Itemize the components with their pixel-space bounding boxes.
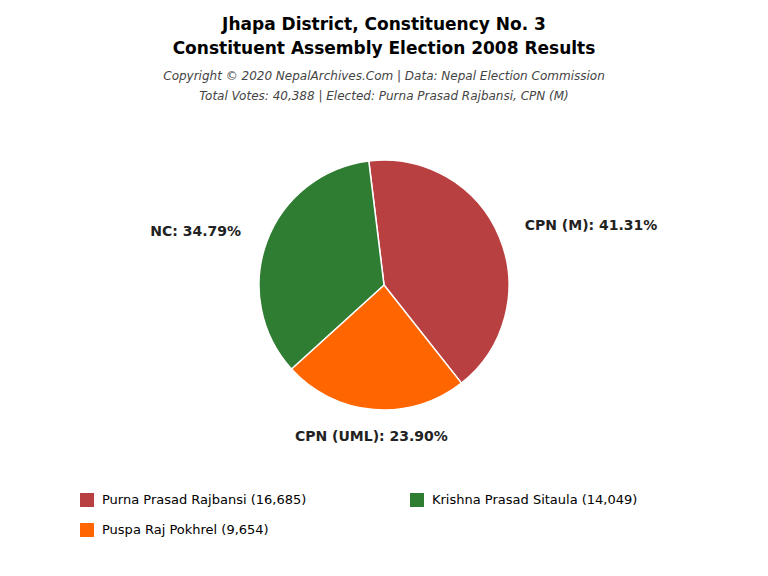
legend-swatch xyxy=(80,523,94,537)
legend-item: Puspa Raj Pokhrel (9,654) xyxy=(80,522,269,538)
legend: Purna Prasad Rajbansi (16,685) Krishna Pr… xyxy=(80,492,637,538)
data-label: CPN (UML): 23.90% xyxy=(295,428,448,444)
data-label: NC: 34.79% xyxy=(150,223,241,239)
legend-item: Krishna Prasad Sitaula (14,049) xyxy=(410,492,637,508)
pie xyxy=(259,160,509,410)
legend-swatch xyxy=(80,493,94,507)
annotation: Copyright © 2020 NepalArchives.Com | Dat… xyxy=(163,69,605,83)
data-label: CPN (M): 41.31% xyxy=(525,217,658,233)
chart: Jhapa District, Constituency No. 3 Consti… xyxy=(0,0,768,576)
pie-slice xyxy=(259,161,384,369)
legend-swatch xyxy=(410,493,424,507)
subtitle: Constituent Assembly Election 2008 Resul… xyxy=(173,38,596,58)
legend-label: Purna Prasad Rajbansi (16,685) xyxy=(102,492,306,507)
data-labels: CPN (M): 41.31% CPN (UML): 23.90% NC: 34.7… xyxy=(150,217,657,444)
legend-label: Puspa Raj Pokhrel (9,654) xyxy=(102,522,269,537)
legend-label: Krishna Prasad Sitaula (14,049) xyxy=(432,492,637,507)
title: Jhapa District, Constituency No. 3 xyxy=(221,14,546,34)
legend-item: Purna Prasad Rajbansi (16,685) xyxy=(80,492,306,508)
annotation: Total Votes: 40,388 | Elected: Purna Pra… xyxy=(199,89,569,103)
